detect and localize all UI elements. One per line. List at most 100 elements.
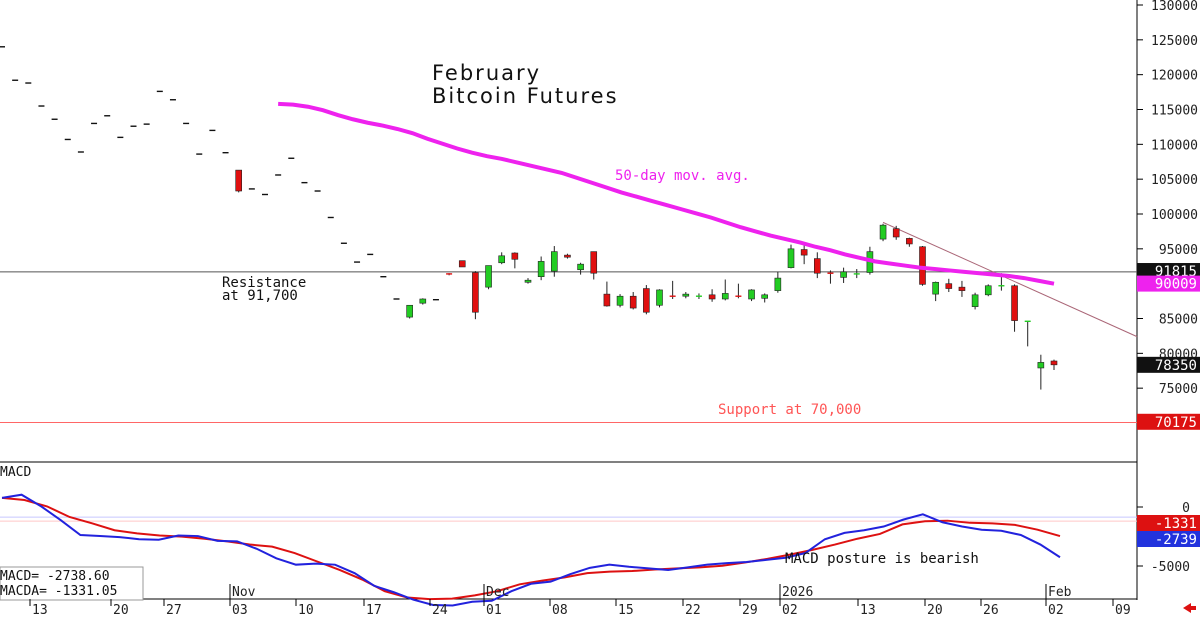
candle-body [1037, 362, 1045, 369]
candle-body [787, 248, 795, 268]
scroll-left-arrow-tail[interactable] [1190, 606, 1196, 610]
x-month-label: Dec [486, 585, 509, 600]
ma-tag-text: 90009 [1155, 277, 1197, 293]
price-tick-label: 125000 [1151, 34, 1198, 49]
x-day-label: 17 [366, 603, 382, 617]
x-day-label: 13 [860, 603, 876, 617]
candle-body [524, 279, 532, 283]
ma-annotation: 50-day mov. avg. [615, 168, 750, 184]
candle-body [945, 283, 953, 289]
macd-readout: MACD= -2738.60 [0, 569, 110, 584]
macd-tag-text: -2739 [1155, 532, 1197, 548]
macd-annotation: MACD posture is bearish [785, 551, 979, 567]
x-day-label: 20 [113, 603, 129, 617]
price-tick-label: 105000 [1151, 173, 1198, 188]
candle-body [761, 294, 769, 299]
x-day-label: 20 [927, 603, 943, 617]
x-day-label: 01 [486, 603, 502, 617]
price-tick-label: 120000 [1151, 69, 1198, 84]
x-day-label: 26 [983, 603, 999, 617]
candle-body [537, 261, 545, 277]
x-month-label: Feb [1048, 585, 1072, 600]
macda-readout: MACDA= -1331.05 [0, 584, 117, 599]
candle-body [511, 252, 519, 260]
candle-body [577, 263, 584, 271]
price-tick-label: 110000 [1151, 138, 1198, 153]
candle-body [932, 281, 939, 295]
price-tick-label: 100000 [1151, 208, 1198, 223]
macd-panel-title: MACD [0, 465, 31, 480]
candle-body [813, 258, 821, 274]
x-day-label: 24 [432, 603, 448, 617]
candle-body [643, 288, 650, 313]
chart-title-line-2: Bitcoin Futures [432, 84, 619, 108]
x-day-label: 29 [742, 603, 758, 617]
x-day-label: 02 [1048, 603, 1064, 617]
candle-body [406, 304, 413, 318]
candle-body [682, 293, 690, 297]
candle-body [485, 265, 492, 288]
candle-body [892, 228, 900, 238]
candle-body [498, 255, 506, 264]
resistance-annotation-line-1: Resistance [222, 275, 306, 291]
candle-body [629, 295, 637, 309]
support-price-tag: 70175 [1137, 413, 1200, 431]
x-day-label: 27 [166, 603, 182, 617]
macd-line [1, 493, 1061, 607]
candle-body [235, 169, 242, 192]
candle-body [708, 294, 716, 300]
candle-body [1050, 360, 1058, 366]
candle-body [840, 271, 847, 278]
x-day-label: 22 [685, 603, 701, 617]
last-tag-text: 78350 [1155, 358, 1197, 374]
candle-body [564, 254, 571, 258]
macd-tag-bg [1137, 531, 1200, 547]
downtrend-line [882, 221, 1138, 338]
x-day-label: 13 [32, 603, 48, 617]
price-tick-label: 130000 [1151, 0, 1198, 14]
candle-body [550, 251, 558, 272]
candle-body [984, 285, 992, 296]
x-day-label: 08 [552, 603, 568, 617]
x-month-label: Nov [232, 585, 256, 600]
macd-readout-box [0, 566, 144, 601]
last-price-tag: 78350 [1137, 356, 1200, 374]
price-axis: 130000 125000 120000 115000 110000 105000 1000… [1137, 0, 1198, 397]
support-tag-text: 70175 [1155, 415, 1197, 431]
macda-tag-text: -1331 [1155, 516, 1197, 532]
scroll-left-arrow-icon[interactable] [1183, 603, 1191, 613]
moving-average-line [278, 101, 1055, 286]
candle-body [906, 238, 913, 245]
candle-body [721, 293, 729, 300]
macd-tick-5000: -5000 [1151, 560, 1190, 575]
candle-body [879, 224, 887, 240]
chart-title-line-1: February [432, 61, 541, 85]
price-tick-label: 115000 [1151, 104, 1198, 119]
candle-body [656, 289, 663, 306]
price-tick-label: 75000 [1159, 382, 1198, 397]
ma-price-tag: 90009 [1137, 275, 1200, 293]
candle-body [458, 260, 466, 268]
macda-tag-bg [1137, 515, 1200, 531]
x-month-label: 2026 [782, 585, 813, 600]
candle-body [419, 298, 427, 304]
x-day-label: 10 [298, 603, 314, 617]
support-annotation: Support at 70,000 [718, 402, 861, 418]
candle-body [971, 294, 979, 307]
macd-tick-0: 0 [1182, 501, 1190, 516]
x-day-label: 02 [782, 603, 798, 617]
x-day-label: 09 [1115, 603, 1131, 617]
candle-body [800, 249, 808, 256]
candle-body [748, 289, 755, 300]
x-day-label: 15 [618, 603, 634, 617]
resistance-annotation-line-2: at 91,700 [222, 288, 298, 304]
candle-body [1011, 285, 1018, 321]
x-day-label: 03 [232, 603, 248, 617]
price-tick-label: 85000 [1159, 313, 1198, 328]
candle-body [774, 277, 782, 291]
candle-body [958, 286, 966, 291]
candle-body [603, 293, 611, 307]
candle-body [590, 251, 598, 274]
